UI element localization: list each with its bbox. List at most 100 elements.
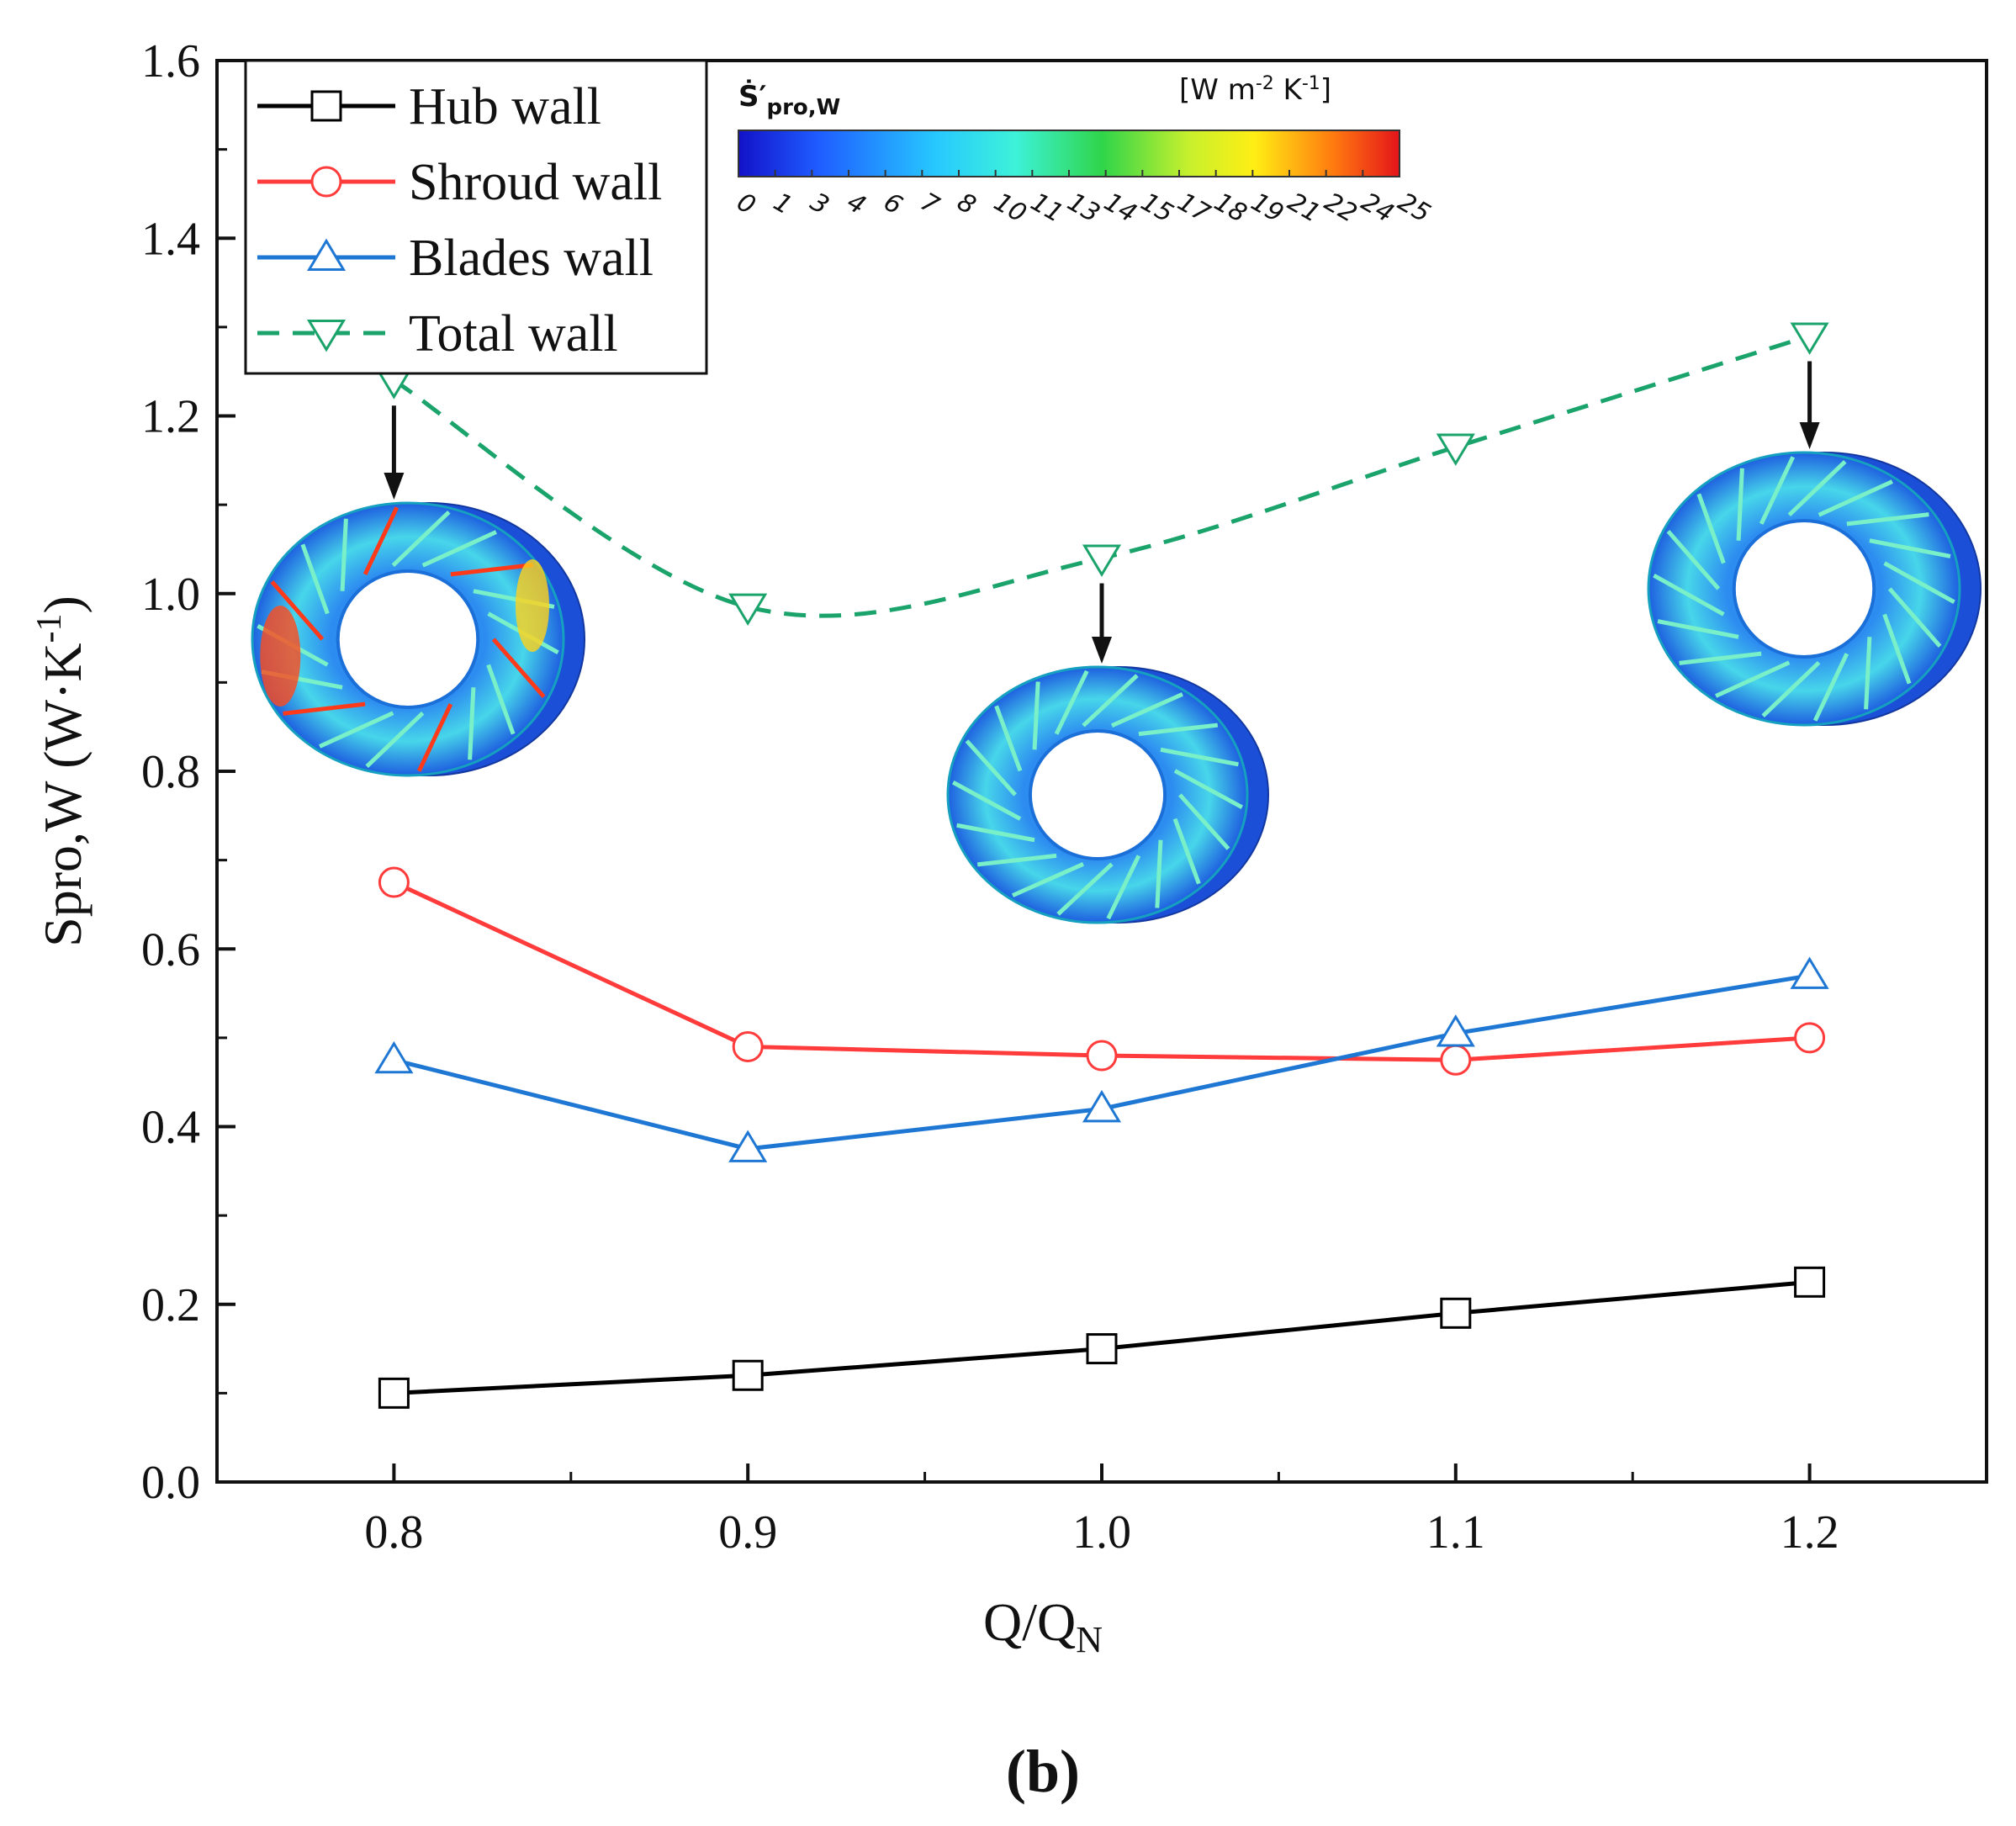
colorbar-label-sub: pro,W: [766, 95, 840, 120]
y-tick-label: 1.0: [141, 569, 200, 621]
y-axis-title-close: ): [33, 595, 93, 613]
data-point: [728, 1130, 768, 1162]
inset-blade: [1012, 862, 1085, 897]
legend-marker: [306, 238, 347, 271]
colorbar-tick-label: 22: [1320, 188, 1363, 229]
data-point: [1794, 1266, 1826, 1298]
inset-blade: [1787, 459, 1847, 517]
series-layer: [374, 322, 1829, 1409]
legend: Hub wall Shroud wall Blades wall Total wall: [244, 59, 708, 375]
inset-blade: [300, 543, 330, 615]
y-tick-label: 0.2: [141, 1279, 200, 1331]
inset-blade: [416, 703, 453, 772]
inset-blade: [1883, 561, 1955, 605]
inset-blade: [1679, 651, 1762, 665]
colorbar-tick-label: 1: [769, 188, 797, 221]
y-tick-label: 0.6: [141, 924, 200, 976]
data-point: [1082, 544, 1122, 577]
data-point: [728, 593, 768, 627]
inset-blade: [270, 580, 325, 641]
colorbar-tick-label: 10: [989, 188, 1032, 229]
series-blades-wall: [374, 956, 1829, 1162]
colorbar-tick-label: 3: [805, 188, 833, 221]
colorbar-tick-label: 7: [915, 188, 944, 221]
inset-hotspot: [516, 559, 549, 652]
colorbar-tick-label: 24: [1356, 188, 1399, 229]
series-hub-wall: [378, 1266, 1826, 1409]
inset-blade: [486, 664, 516, 735]
data-point: [1440, 1044, 1472, 1076]
y-tick-label: 0.8: [141, 746, 200, 798]
inset-blade: [1759, 456, 1796, 525]
inset-blade: [340, 518, 348, 591]
legend-label: Total wall: [409, 305, 618, 363]
legend-marker: [310, 166, 342, 198]
inset-blade: [365, 711, 425, 769]
legend-label: Shroud wall: [409, 154, 662, 211]
data-point: [732, 1359, 764, 1391]
inset-blade: [491, 638, 546, 698]
colorbar-tick-label: 18: [1209, 188, 1252, 229]
inset-blade: [319, 711, 394, 749]
inset-arrow-head: [1092, 637, 1112, 664]
inset-hole: [1028, 729, 1167, 860]
x-axis: 0.8 0.9 1.0 1.1 1.2: [364, 1463, 1839, 1559]
legend-item: Total wall: [257, 305, 618, 363]
inset-arrow-head: [1799, 422, 1820, 449]
inset-blade: [1178, 793, 1230, 850]
legend-item: Blades wall: [257, 230, 653, 287]
colorbar-tick-label: 25: [1393, 188, 1436, 229]
data-point: [1086, 1333, 1118, 1365]
contour-insets: [251, 361, 1982, 924]
x-axis-title-main: Q/Q: [983, 1592, 1076, 1652]
data-point: [1794, 1022, 1826, 1054]
inset-hotspot: [260, 606, 301, 707]
inset-blade: [1160, 747, 1239, 767]
inset-blade: [1138, 722, 1219, 737]
data-point: [1436, 433, 1475, 466]
data-point: [1086, 1040, 1118, 1072]
y-axis-title-sup: -1: [30, 613, 69, 643]
x-tick-label: 0.8: [364, 1506, 423, 1559]
inset-blade: [1657, 619, 1739, 639]
inset-blade: [1869, 538, 1951, 558]
data-point: [1436, 1014, 1475, 1047]
inset-arrow-head: [384, 473, 405, 500]
inset-blade: [1173, 769, 1243, 810]
data-point: [1790, 956, 1829, 989]
inset-blade: [1818, 479, 1893, 517]
data-point: [1082, 1089, 1122, 1123]
x-axis-title: Q/QN: [983, 1592, 1103, 1660]
y-tick-label: 1.4: [141, 213, 200, 265]
colorbar-tick-label: 17: [1172, 188, 1215, 229]
inset-blade: [1882, 613, 1912, 685]
inset-blade: [1846, 512, 1929, 527]
inset-blade: [1056, 862, 1114, 916]
inset-blade: [1864, 637, 1872, 710]
inset-blade: [1696, 493, 1726, 564]
inset-blade: [1032, 681, 1040, 750]
colorbar-tick-label: 8: [952, 188, 981, 221]
y-axis-title: Spro,W (W·K-1): [30, 595, 93, 947]
colorbar-unit-sup2: -1: [1302, 73, 1320, 94]
colorbar-label: Ṡ′pro,W: [738, 79, 840, 120]
inset-blade: [1172, 818, 1201, 885]
colorbar-tick-label: 4: [842, 188, 870, 221]
data-point: [1440, 1297, 1472, 1329]
colorbar-unit-end: ]: [1320, 73, 1331, 107]
colorbar-tick-label: 19: [1246, 188, 1288, 229]
inset-blade: [952, 780, 1022, 821]
inset-hole: [336, 569, 480, 709]
inset-blade: [1653, 573, 1725, 617]
colorbar-tick-label: 13: [1062, 188, 1105, 229]
inset-blade: [1106, 855, 1141, 920]
colorbar-tick-label: 14: [1099, 188, 1142, 229]
x-tick-label: 0.9: [718, 1506, 777, 1559]
data-point: [378, 1377, 410, 1409]
inset-blade: [1666, 530, 1721, 590]
legend-marker: [310, 90, 342, 122]
inset-blade: [956, 823, 1035, 843]
inset-blade: [1155, 839, 1163, 908]
